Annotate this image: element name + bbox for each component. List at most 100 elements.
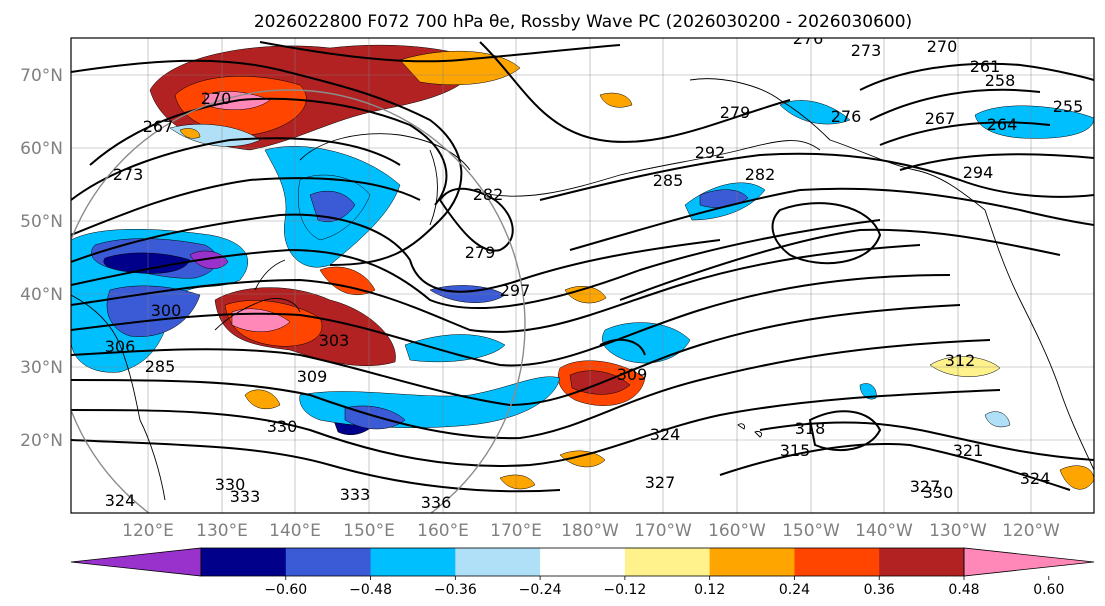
coastline xyxy=(737,423,745,430)
theta-e-contour xyxy=(899,153,1094,171)
contour-label: 282 xyxy=(473,185,504,204)
contour-label: 267 xyxy=(925,109,956,128)
theta-e-contour xyxy=(859,62,1094,91)
lon-label: 150°E xyxy=(343,521,395,541)
contour-label: 273 xyxy=(113,165,144,184)
anomaly-cell xyxy=(602,322,691,364)
contour-label: 324 xyxy=(105,491,136,510)
colorbar-segment xyxy=(794,548,880,576)
anomaly-cell xyxy=(404,334,506,363)
colorbar-label: −0.36 xyxy=(434,582,477,598)
contour-label: 309 xyxy=(617,365,648,384)
theta-e-contour xyxy=(259,41,621,63)
colorbar-segment xyxy=(540,548,626,576)
lon-label: 150°W xyxy=(782,521,840,541)
theta-e-contour xyxy=(569,187,1094,251)
theta-e-contour xyxy=(619,228,1061,301)
colorbar-arrow-high xyxy=(963,547,1095,577)
colorbar-label: 0.60 xyxy=(1033,582,1064,598)
contour-label: 306 xyxy=(105,337,136,356)
theta-e-contour xyxy=(869,88,1041,121)
anomaly-cell xyxy=(599,92,633,108)
anomaly-cell xyxy=(244,389,281,410)
contour-label: 318 xyxy=(795,419,826,438)
anomaly-cell xyxy=(319,266,376,296)
colorbar-segment xyxy=(201,548,287,576)
colorbar: −0.60 −0.48 −0.36 −0.24 −0.12 0.12 0.24 0.36 0.4… xyxy=(70,547,1095,598)
lon-label: 160°W xyxy=(708,521,766,541)
theta-e-contour xyxy=(479,41,791,143)
colorbar-label: −0.48 xyxy=(349,582,392,598)
lat-label: 70°N xyxy=(20,66,63,86)
theta-e-contour xyxy=(759,421,1094,461)
theta-e-contour xyxy=(71,177,421,236)
coastline xyxy=(984,209,1094,471)
contour-label: 330 xyxy=(267,417,298,436)
contour-label: 261 xyxy=(970,57,1001,76)
coastline xyxy=(754,431,763,438)
theta-e-contour xyxy=(71,213,721,293)
contour-label: 270 xyxy=(201,89,232,108)
anomaly-cell xyxy=(189,250,229,269)
theta-e-contour xyxy=(71,137,401,201)
contour-label: 276 xyxy=(831,107,862,126)
longitude-labels: 120°E 130°E 140°E 150°E 160°E 170°E 180°W 170°W… xyxy=(122,521,1060,541)
theta-e-contour xyxy=(71,304,961,407)
theta-e-contour xyxy=(89,97,448,206)
lon-label: 160°E xyxy=(417,521,469,541)
theta-e-contour xyxy=(879,121,1051,146)
colorbar-segment xyxy=(285,548,372,576)
contour-label: 279 xyxy=(720,103,751,122)
contour-label: 267 xyxy=(143,117,174,136)
colorbar-segment xyxy=(709,548,795,576)
contour-label: 315 xyxy=(780,441,811,460)
anomaly-cell xyxy=(1059,465,1094,490)
theta-e-contour xyxy=(808,410,882,451)
coastlines xyxy=(71,78,1094,501)
anomaly-cell xyxy=(179,128,201,139)
lon-label: 130°E xyxy=(196,521,248,541)
lat-label: 50°N xyxy=(20,212,63,232)
contour-label: 276 xyxy=(793,29,824,48)
contour-label: 333 xyxy=(230,487,261,506)
anomaly-cell xyxy=(929,356,1001,377)
contour-label: 336 xyxy=(421,493,452,512)
contour-label: 285 xyxy=(653,171,684,190)
contour-label: 321 xyxy=(953,441,984,460)
anomaly-shading xyxy=(71,44,1094,490)
anomaly-cell xyxy=(779,100,851,125)
theta-e-contours xyxy=(71,41,1094,493)
lon-label: 140°E xyxy=(269,521,321,541)
theta-e-contour xyxy=(771,202,882,265)
theta-e-contour xyxy=(71,439,561,493)
coastline xyxy=(829,139,986,211)
colorbar-label: 0.24 xyxy=(779,582,810,598)
range-ring xyxy=(71,89,526,513)
contour-label: 327 xyxy=(645,473,676,492)
contour-label: 292 xyxy=(695,143,726,162)
coastline xyxy=(214,298,301,331)
contour-label: 297 xyxy=(500,281,531,300)
contour-label: 324 xyxy=(650,425,681,444)
contour-label: 324 xyxy=(1020,469,1051,488)
anomaly-cell xyxy=(859,383,877,400)
coastline xyxy=(299,133,471,171)
colorbar-label: 0.12 xyxy=(694,582,725,598)
theta-e-contour xyxy=(71,389,1001,467)
lat-label: 30°N xyxy=(20,358,63,378)
colorbar-segment xyxy=(370,548,456,576)
theta-e-contour xyxy=(599,338,646,356)
contour-label: 285 xyxy=(145,357,176,376)
coastline xyxy=(254,259,286,291)
contour-label: 294 xyxy=(963,163,994,182)
anomaly-cell xyxy=(559,450,606,468)
contour-label: 333 xyxy=(340,485,371,504)
theta-e-contour xyxy=(539,152,1094,201)
contour-label: 279 xyxy=(465,243,496,262)
colorbar-segment xyxy=(879,548,965,576)
contour-label: 255 xyxy=(1053,97,1084,116)
anomaly-cell xyxy=(984,411,1011,428)
colorbar-label: 0.48 xyxy=(948,582,979,598)
